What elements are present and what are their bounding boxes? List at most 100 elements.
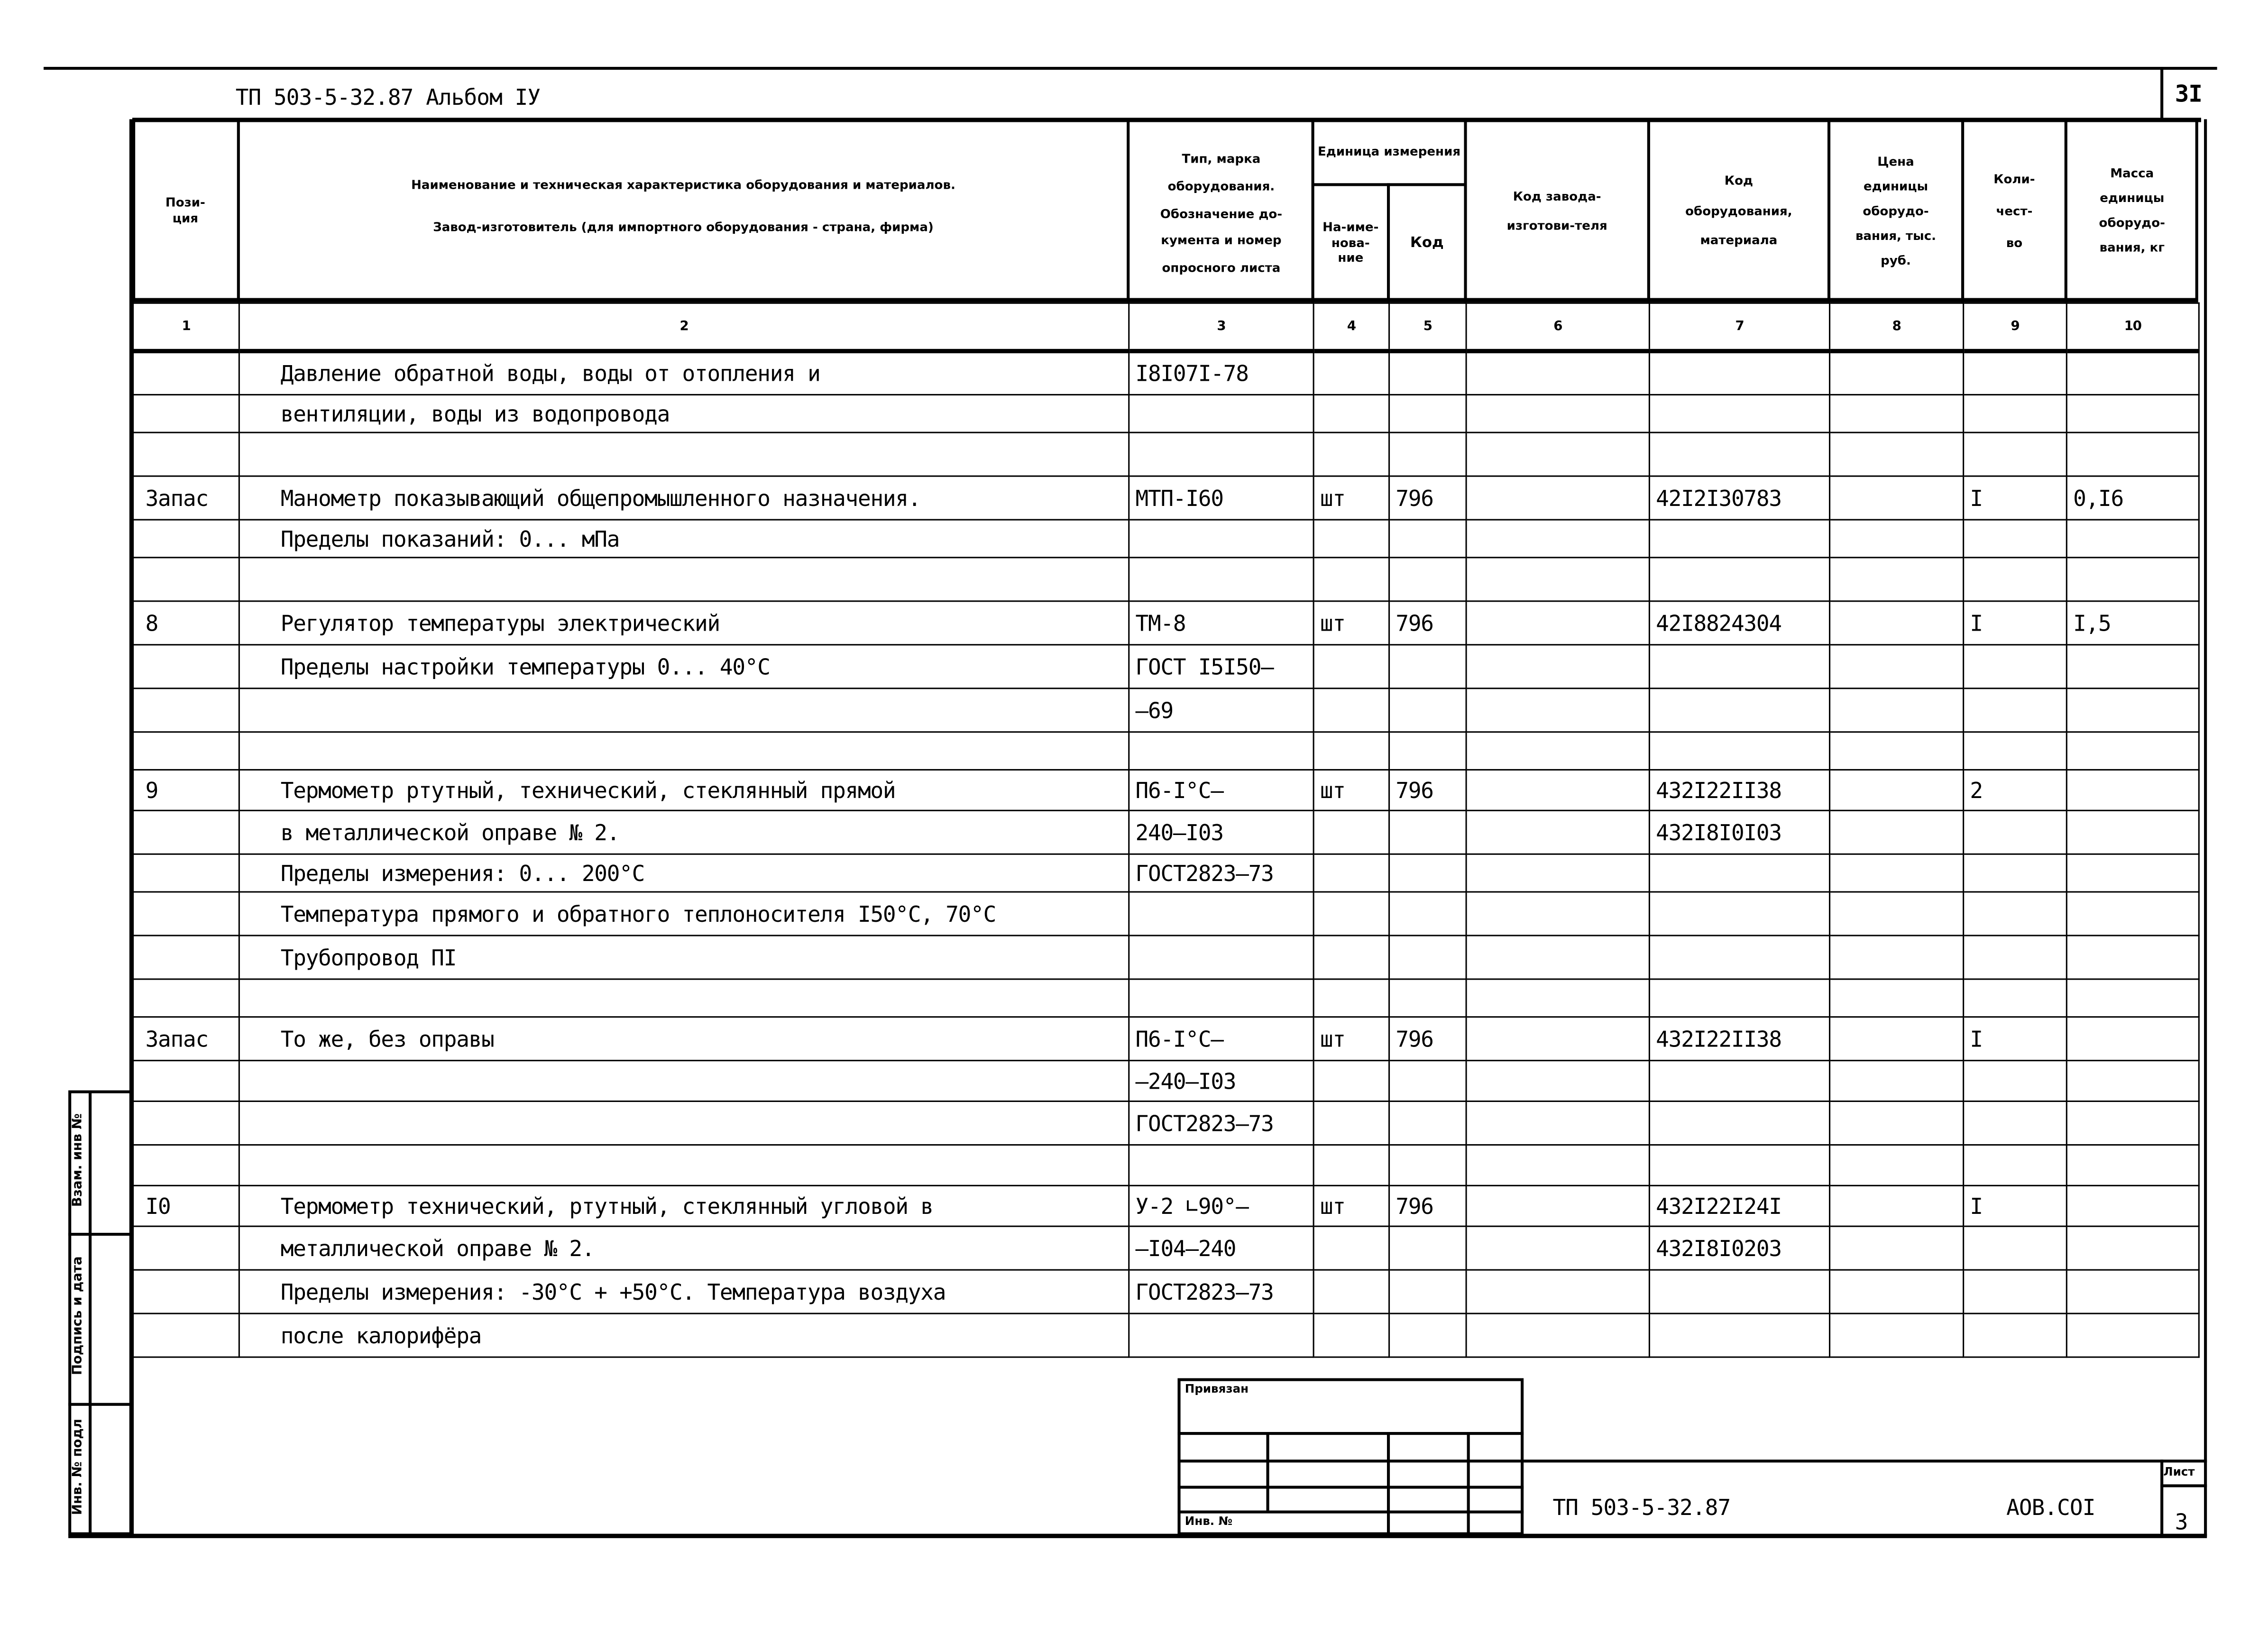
table-row: Пределы измерения: 0... 200°С ГОСТ2823–73 bbox=[132, 853, 2200, 893]
grid-line bbox=[1177, 1486, 1524, 1489]
position-cell bbox=[132, 688, 240, 733]
position-cell bbox=[132, 557, 240, 602]
table-row: 9 Термометр ртутный, технический, стеклян… bbox=[132, 769, 2200, 811]
header-quantity-label: Коли-чест-во bbox=[1993, 173, 2035, 252]
grid-line bbox=[89, 1090, 92, 1535]
unit-cell: шт bbox=[1313, 1016, 1390, 1062]
mass-cell bbox=[2066, 1184, 2200, 1227]
price-cell bbox=[1829, 891, 1965, 936]
table-row: после калорифёра bbox=[132, 1312, 2200, 1358]
header-price: Цена единицы оборудо-вания, тыс. руб. bbox=[1829, 122, 1963, 303]
type-cell: –240–I03 bbox=[1128, 1060, 1314, 1102]
type-cell bbox=[1128, 1144, 1314, 1186]
equipment-code-cell bbox=[1648, 688, 1831, 733]
grid-line bbox=[2064, 119, 2067, 303]
header-unit-label: Единица измерения bbox=[1317, 145, 1461, 160]
price-cell bbox=[1829, 475, 1965, 521]
mass-cell bbox=[2066, 1225, 2200, 1271]
factory-code-cell bbox=[1465, 1312, 1650, 1358]
price-cell bbox=[1829, 431, 1965, 477]
position-cell bbox=[132, 809, 240, 855]
position-cell bbox=[132, 1144, 240, 1186]
type-cell bbox=[1128, 394, 1314, 433]
name-cell bbox=[238, 1100, 1130, 1146]
name-cell: Пределы настройки температуры 0... 40°С bbox=[238, 644, 1130, 689]
header-type-label: Тип, марка оборудования. Обозначение до-… bbox=[1160, 153, 1283, 276]
name-cell bbox=[238, 1144, 1130, 1186]
inv-orig-label: Инв. № подл bbox=[71, 1419, 86, 1515]
equipment-code-cell bbox=[1648, 1060, 1831, 1102]
unit-cell: шт bbox=[1313, 1184, 1390, 1227]
equipment-code-cell bbox=[1648, 394, 1831, 433]
factory-code-cell bbox=[1465, 978, 1650, 1018]
price-cell bbox=[1829, 1144, 1965, 1186]
grid-line bbox=[237, 119, 240, 303]
quantity-cell bbox=[1963, 394, 2067, 433]
name-cell bbox=[238, 431, 1130, 477]
grid-line bbox=[1827, 119, 1831, 303]
header-mass: Масса единицы оборудо-вания, кг bbox=[2066, 122, 2198, 303]
quantity-cell bbox=[1963, 557, 2067, 602]
specification-table: 1 2 3 4 5 6 7 8 9 10 Давление обратной воды, воды … bbox=[132, 302, 2200, 1358]
unit-cell bbox=[1313, 394, 1390, 433]
unit-cell: шт bbox=[1313, 600, 1390, 646]
mass-cell bbox=[2066, 431, 2200, 477]
type-cell bbox=[1128, 935, 1314, 980]
column-number: 5 bbox=[1388, 302, 1467, 354]
unit-code-cell bbox=[1388, 1225, 1467, 1271]
mass-cell bbox=[2066, 1060, 2200, 1102]
unit-cell bbox=[1313, 1100, 1390, 1146]
unit-cell: шт bbox=[1313, 769, 1390, 811]
name-cell: Трубопровод ПI bbox=[238, 935, 1130, 980]
table-row bbox=[132, 1144, 2200, 1186]
bottom-frame-line bbox=[68, 1533, 2207, 1538]
unit-code-cell bbox=[1388, 431, 1467, 477]
quantity-cell bbox=[1963, 644, 2067, 689]
grid-line bbox=[2160, 1484, 2207, 1487]
mass-cell bbox=[2066, 1312, 2200, 1358]
unit-code-cell bbox=[1388, 519, 1467, 559]
linking-stamp bbox=[1177, 1378, 1524, 1535]
column-number-row: 1 2 3 4 5 6 7 8 9 10 bbox=[132, 302, 2200, 354]
type-cell bbox=[1128, 978, 1314, 1018]
unit-code-cell: 796 bbox=[1388, 1016, 1467, 1062]
name-cell: Температура прямого и обратного теплонос… bbox=[238, 891, 1130, 936]
unit-cell bbox=[1313, 853, 1390, 893]
price-cell bbox=[1829, 1060, 1965, 1102]
price-cell bbox=[1829, 853, 1965, 893]
equipment-code-cell bbox=[1648, 350, 1831, 395]
unit-cell: шт bbox=[1313, 475, 1390, 521]
name-cell: вентиляции, воды из водопровода bbox=[238, 394, 1130, 433]
quantity-cell bbox=[1963, 935, 2067, 980]
header-name: Наименование и техническая характеристик… bbox=[239, 122, 1128, 303]
factory-code-cell bbox=[1465, 1016, 1650, 1062]
quantity-cell bbox=[1963, 519, 2067, 559]
table-row: –69 bbox=[132, 688, 2200, 733]
name-cell: металлической оправе № 2. bbox=[238, 1225, 1130, 1271]
table-row: вентиляции, воды из водопровода bbox=[132, 394, 2200, 433]
header-unit-code: Код bbox=[1388, 186, 1465, 302]
sign-date-label: Подпись и дата bbox=[71, 1256, 86, 1376]
unit-cell bbox=[1313, 350, 1390, 395]
table-row: Пределы показаний: 0... мПа bbox=[132, 519, 2200, 559]
grid-line bbox=[1647, 119, 1650, 303]
equipment-code-cell bbox=[1648, 519, 1831, 559]
header-name-line1: Наименование и техническая характеристик… bbox=[411, 179, 955, 194]
unit-code-cell: 796 bbox=[1388, 475, 1467, 521]
type-cell: П6-I°С– bbox=[1128, 1016, 1314, 1062]
table-row: Температура прямого и обратного теплонос… bbox=[132, 891, 2200, 936]
header-unit-code-label: Код bbox=[1410, 235, 1444, 251]
equipment-code-cell: 42I2I30783 bbox=[1648, 475, 1831, 521]
type-cell bbox=[1128, 431, 1314, 477]
unit-cell bbox=[1313, 809, 1390, 855]
mass-cell bbox=[2066, 935, 2200, 980]
grid-line bbox=[2160, 1459, 2164, 1535]
name-cell bbox=[238, 978, 1130, 1018]
quantity-cell bbox=[1963, 809, 2067, 855]
header-position-label: Пози- ция bbox=[165, 197, 205, 227]
factory-code-cell bbox=[1465, 475, 1650, 521]
price-cell bbox=[1829, 935, 1965, 980]
quantity-cell bbox=[1963, 731, 2067, 771]
unit-code-cell bbox=[1388, 978, 1467, 1018]
name-cell bbox=[238, 1060, 1130, 1102]
